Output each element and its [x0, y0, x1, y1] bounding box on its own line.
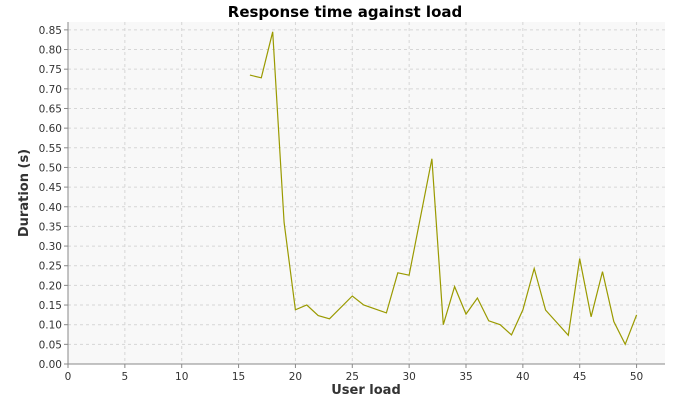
y-tick-label: 0.40 [39, 202, 62, 214]
x-tick-label: 5 [122, 371, 129, 383]
y-tick-label: 0.25 [39, 261, 62, 273]
y-tick-label: 0.80 [39, 45, 62, 57]
chart-title: Response time against load [228, 3, 462, 21]
x-tick-label: 25 [346, 371, 359, 383]
x-tick-label: 40 [516, 371, 529, 383]
y-tick-label: 0.05 [39, 339, 62, 351]
y-tick-label: 0.45 [39, 182, 62, 194]
grid [68, 22, 665, 364]
series-layer [249, 31, 638, 346]
x-tick-label: 30 [402, 371, 415, 383]
x-axis-label: User load [331, 383, 401, 398]
y-tick-label: 0.15 [39, 300, 62, 312]
x-tick-label: 0 [65, 371, 72, 383]
y-tick-label: 0.00 [39, 359, 62, 371]
axes: 0.00 0.05 0.10 0.15 0.20 0.25 0.30 0.35 0.40 0.45… [39, 22, 665, 383]
x-tick-label: 10 [175, 371, 188, 383]
y-tick-label: 0.75 [39, 64, 62, 76]
y-tick-label: 0.55 [39, 143, 62, 155]
x-tick-label: 50 [630, 371, 643, 383]
y-tick-label: 0.30 [39, 241, 62, 253]
y-tick-label: 0.20 [39, 280, 62, 292]
plot-area [68, 22, 665, 364]
x-tick-label: 20 [289, 371, 302, 383]
y-axis-label: Duration (s) [17, 149, 32, 237]
y-tick-label: 0.65 [39, 103, 62, 115]
x-tick-label: 15 [232, 371, 245, 383]
series-line [249, 31, 638, 346]
y-tick-label: 0.50 [39, 162, 62, 174]
x-tick-label: 35 [459, 371, 472, 383]
x-tick-label: 45 [573, 371, 586, 383]
y-tick-label: 0.10 [39, 320, 62, 332]
y-tick-label: 0.70 [39, 84, 62, 96]
y-tick-label: 0.35 [39, 221, 62, 233]
y-tick-label: 0.60 [39, 123, 62, 135]
y-tick-label: 0.85 [39, 25, 62, 37]
